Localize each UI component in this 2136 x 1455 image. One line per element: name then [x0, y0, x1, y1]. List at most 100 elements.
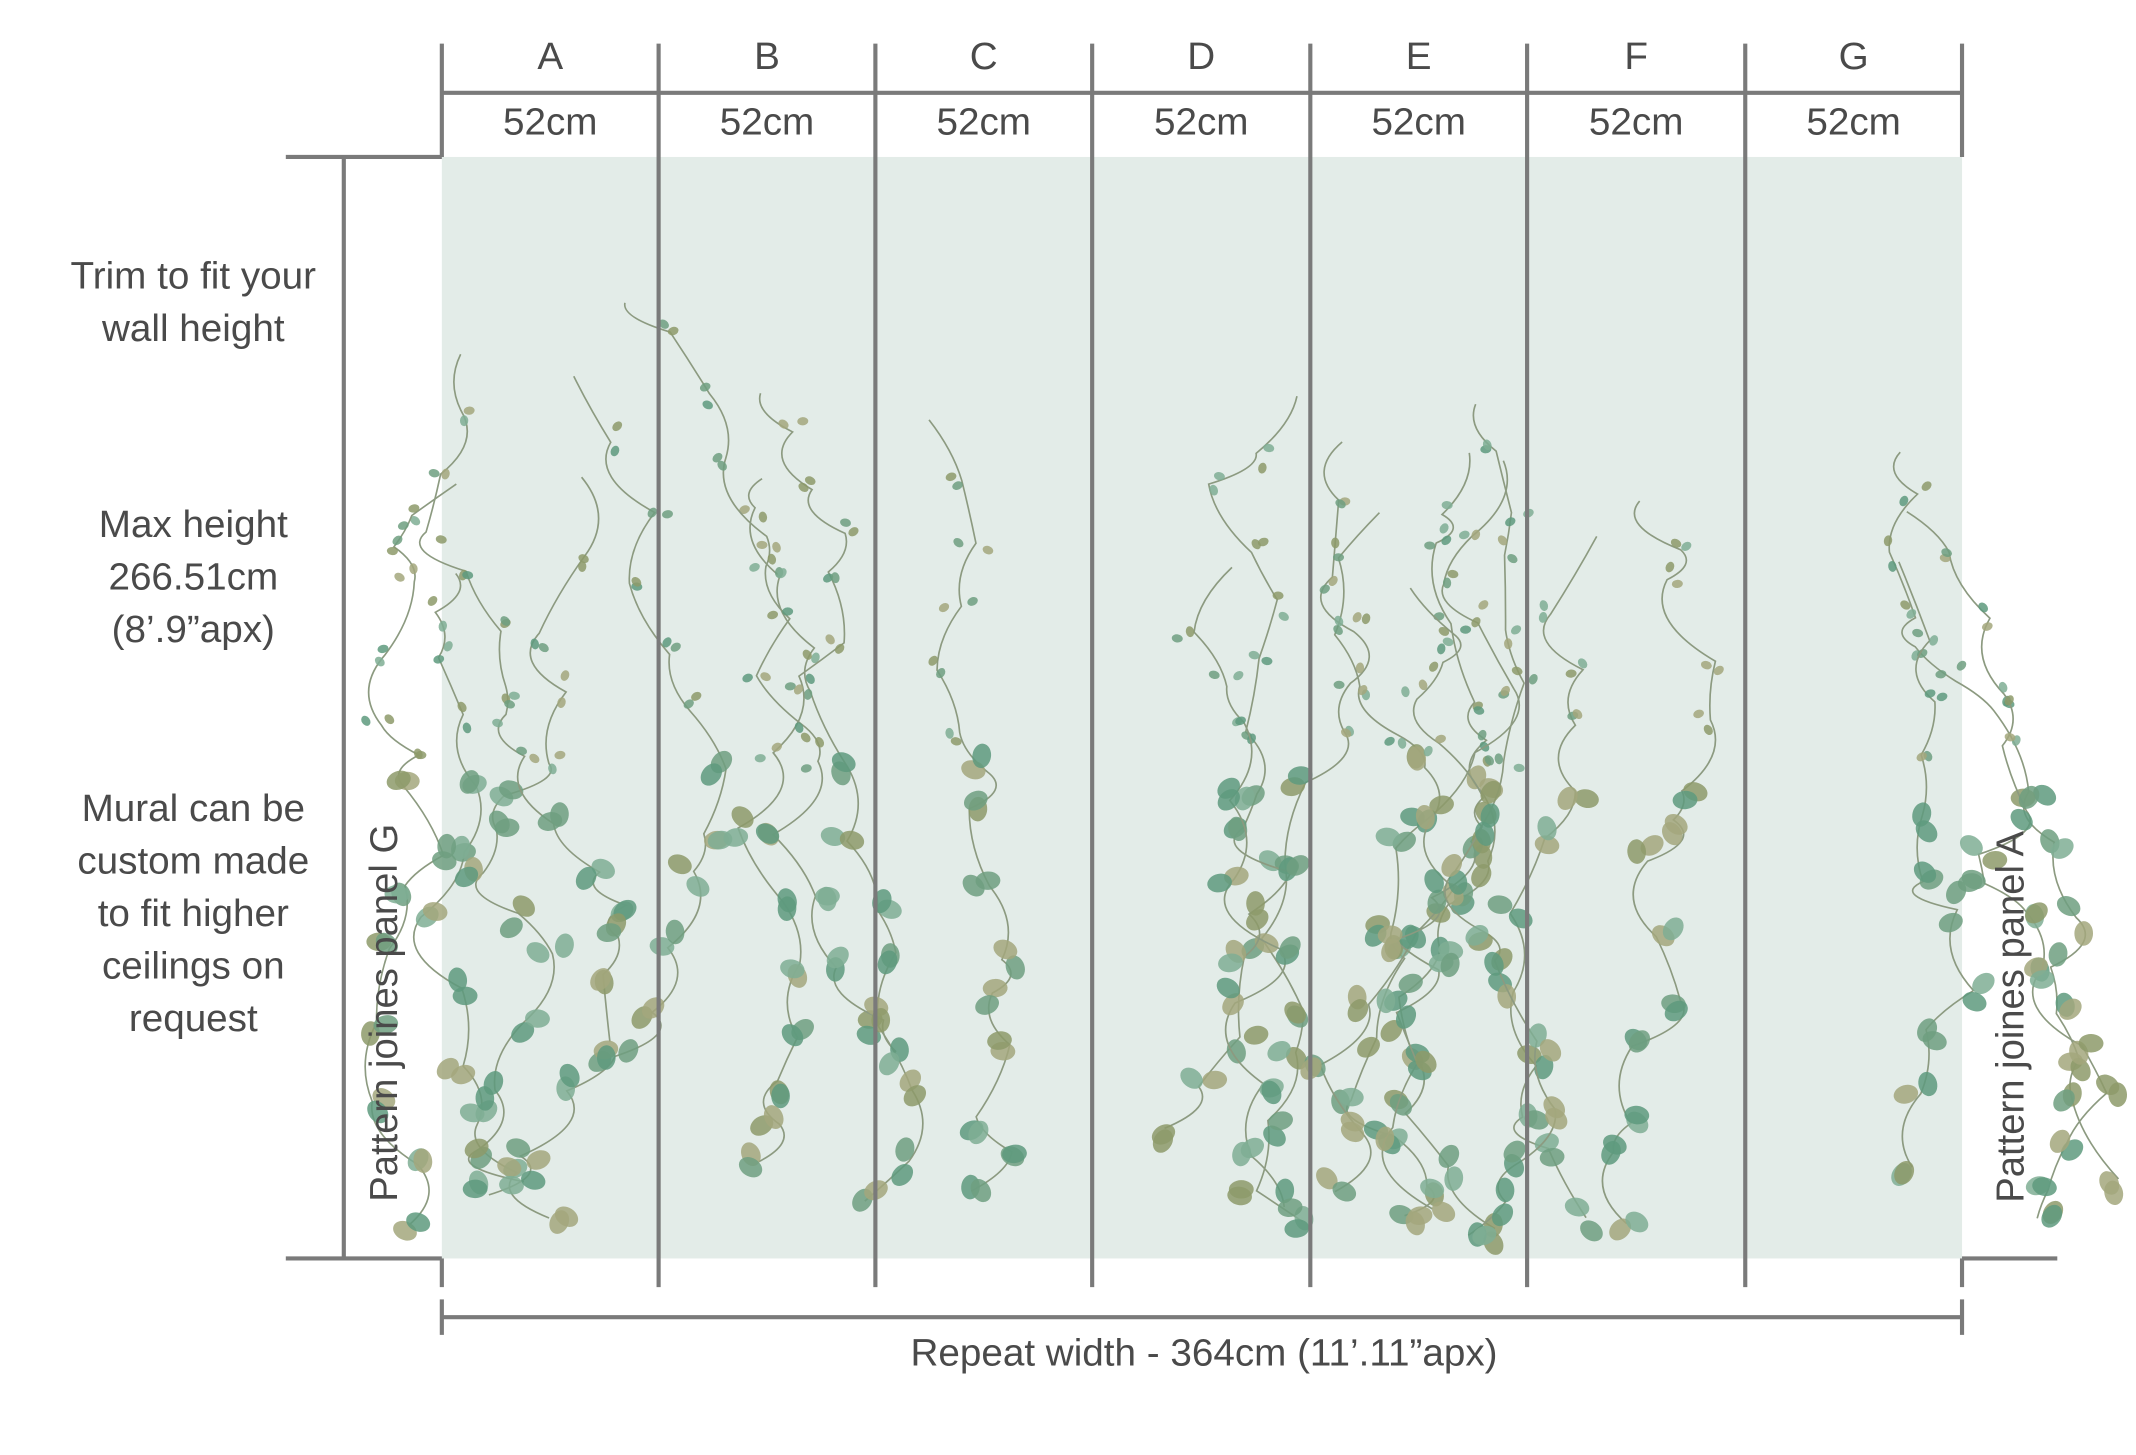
vines	[361, 302, 2128, 1255]
leaf	[1458, 530, 1470, 540]
leaf	[557, 697, 566, 708]
leaf	[1233, 670, 1244, 681]
leaf	[1407, 1206, 1433, 1225]
leaf	[1539, 1147, 1565, 1167]
leaf	[760, 672, 771, 682]
leaf	[1671, 579, 1683, 589]
leaf	[1234, 786, 1255, 811]
leaf	[1480, 780, 1502, 804]
leaf	[494, 818, 520, 837]
leaf	[1286, 855, 1310, 876]
leaf	[1471, 529, 1481, 541]
leaf	[1475, 821, 1495, 846]
leaf	[1437, 643, 1446, 655]
leaf	[2096, 1074, 2120, 1095]
leaf	[1564, 1197, 1590, 1217]
leaf	[463, 406, 475, 415]
leaf	[794, 722, 804, 733]
leaf	[483, 1071, 504, 1095]
leaf	[804, 476, 816, 486]
leaf	[1662, 917, 1684, 941]
leaf	[377, 644, 389, 654]
leaf	[1246, 909, 1269, 931]
leaf	[771, 742, 782, 752]
leaf	[506, 1138, 531, 1158]
note-line: Trim to fit your	[71, 255, 317, 298]
leaf	[591, 858, 615, 879]
leaf	[1978, 602, 1988, 613]
leaf	[1624, 1105, 1650, 1125]
note-line: ceilings on	[102, 945, 285, 988]
leaf	[1670, 538, 1682, 548]
leaf	[499, 917, 523, 939]
leaf	[1539, 600, 1549, 611]
leaf	[970, 1178, 992, 1203]
note-line: 266.51cm	[108, 556, 278, 599]
leaf	[548, 763, 557, 775]
leaf	[459, 770, 480, 794]
leaf	[758, 511, 768, 523]
leaf	[1429, 795, 1454, 815]
panel-label: D	[1187, 35, 1215, 78]
leaf	[1243, 1025, 1269, 1045]
leaf	[1185, 626, 1195, 638]
leaf	[771, 1083, 790, 1109]
leaf	[763, 1105, 784, 1129]
leaf	[755, 823, 780, 844]
leaf	[756, 540, 768, 550]
leaf	[1335, 499, 1346, 509]
leaf	[427, 596, 438, 606]
leaf	[1924, 689, 1936, 698]
leaf	[1913, 861, 1937, 883]
leaf	[1565, 669, 1577, 678]
leaf	[712, 452, 723, 463]
leaf	[1883, 535, 1893, 547]
leaf	[438, 620, 447, 632]
leaf	[797, 417, 809, 426]
leaf	[1487, 895, 1513, 914]
leaf	[1471, 864, 1492, 888]
leaf	[772, 541, 781, 553]
leaf	[1900, 600, 1911, 610]
leaf	[767, 610, 779, 620]
leaf	[879, 1052, 900, 1076]
leaf	[2048, 942, 2068, 967]
leaf	[1545, 1107, 1568, 1130]
leaf	[2070, 1057, 2091, 1082]
leaf	[967, 597, 978, 606]
leaf	[2041, 1204, 2063, 1228]
leaf	[815, 737, 825, 748]
leaf	[1981, 622, 1993, 631]
leaf	[1888, 561, 1897, 572]
leaf	[1263, 1125, 1286, 1147]
leaf	[1180, 1067, 1203, 1089]
leaf	[784, 682, 796, 691]
leaf	[1534, 1054, 1554, 1080]
leaf	[1916, 752, 1927, 762]
leaf	[578, 554, 589, 564]
leaf	[1444, 1166, 1464, 1191]
leaf	[1609, 1218, 1632, 1241]
leaf	[1703, 724, 1713, 736]
leaf	[1672, 790, 1698, 810]
leaf	[1524, 1110, 1549, 1130]
note-line: to fit higher	[98, 892, 289, 935]
leaf	[767, 553, 777, 565]
leaf	[612, 421, 623, 432]
leaf	[848, 527, 859, 537]
leaf	[667, 854, 692, 875]
leaf	[667, 326, 679, 336]
leaf	[1962, 991, 1987, 1012]
leaf	[982, 545, 994, 555]
leaf	[375, 932, 398, 955]
leaf	[1257, 537, 1269, 547]
leaf	[1384, 736, 1395, 746]
leaf	[975, 995, 1000, 1015]
leaf	[1218, 953, 1243, 973]
leaf	[559, 1063, 580, 1088]
leaf	[1316, 1167, 1338, 1190]
leaf	[1580, 1220, 1603, 1242]
leaf	[530, 638, 540, 650]
leaf	[554, 1206, 579, 1227]
leaf	[993, 939, 1018, 960]
